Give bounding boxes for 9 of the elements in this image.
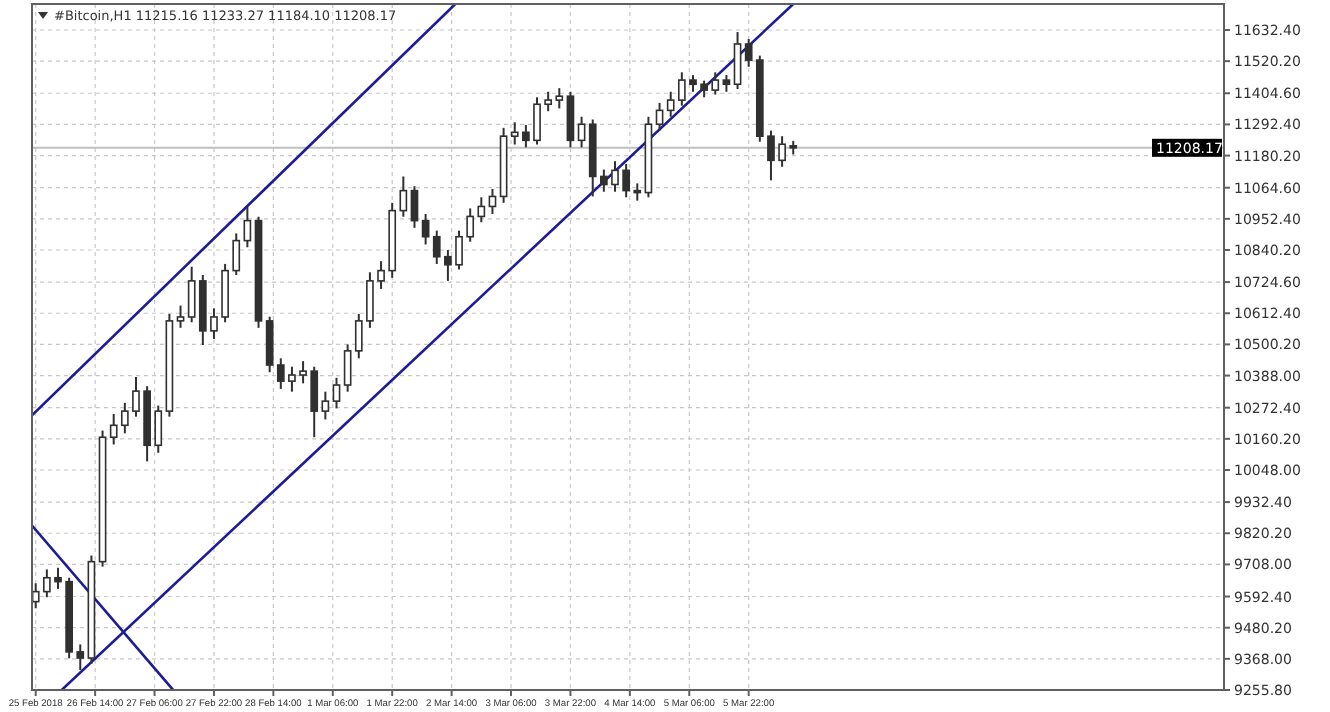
candlestick [410, 185, 419, 229]
candlestick [577, 115, 586, 149]
candlestick [243, 205, 252, 249]
candlestick [655, 101, 664, 132]
candlestick [733, 31, 742, 90]
candlestick [421, 212, 430, 246]
candlestick [176, 304, 185, 329]
candlestick [332, 376, 341, 410]
candlestick [566, 90, 575, 149]
